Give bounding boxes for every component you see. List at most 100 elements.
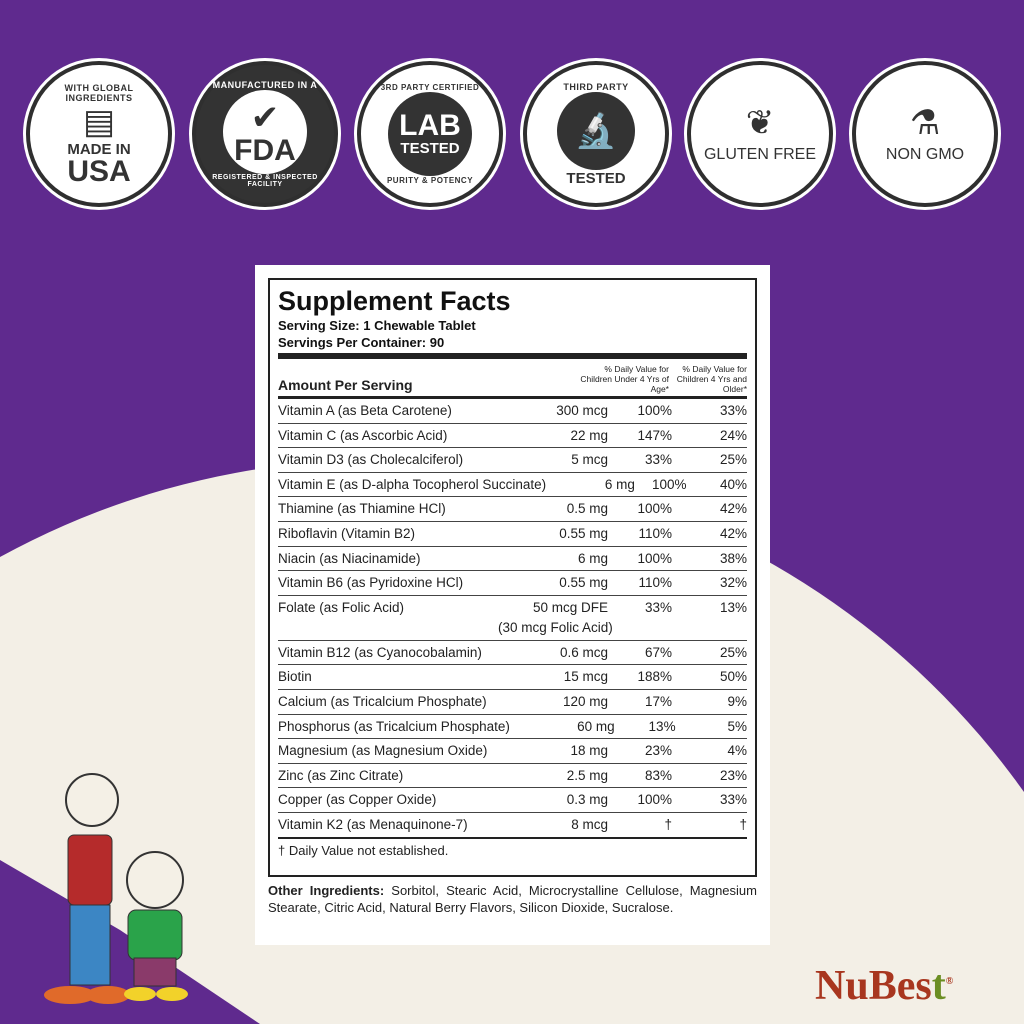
amount-text: 15 mcg xyxy=(563,669,608,685)
dv-4plus: 50% xyxy=(719,669,747,685)
nutrient-row: Thiamine (as Thiamine HCl) 0.5 mg 100% 42% xyxy=(278,497,747,522)
amount-header: Amount Per Serving xyxy=(278,377,413,393)
dv-4plus: 33% xyxy=(719,792,747,808)
nutrient-row: Riboflavin (Vitamin B2) 0.55 mg 110% 42% xyxy=(278,522,747,547)
servings-per-container: Servings Per Container: 90 xyxy=(278,335,445,350)
nutrient-name: Vitamin B12 (as Cyanocobalamin) xyxy=(278,644,482,660)
nutrient-name: Riboflavin (Vitamin B2) xyxy=(278,525,416,541)
nutrient-name: Folate (as Folic Acid) xyxy=(278,599,405,615)
badge-non-gmo: ⚗ NON GMO xyxy=(852,61,998,207)
dv-4plus: 23% xyxy=(719,767,747,783)
nutrient-row: Magnesium (as Magnesium Oxide) 18 mg 23% 4% xyxy=(278,739,747,764)
nutrient-name: Vitamin C (as Ascorbic Acid) xyxy=(278,427,448,443)
amount-text: 5 mcg xyxy=(571,452,608,468)
dv-4plus: † xyxy=(739,816,747,832)
amount-text: (30 mcg Folic Acid) xyxy=(498,619,613,635)
nutrient-amount: 0.55 mg xyxy=(498,522,608,546)
dv-under4: 110% xyxy=(638,525,672,541)
supplement-facts-box: Supplement Facts Serving Size: 1 Chewabl… xyxy=(268,278,757,877)
dv-4plus: 40% xyxy=(719,476,747,492)
dv-4plus: 24% xyxy=(719,427,747,443)
facts-rows: Vitamin A (as Beta Carotene) 300 mcg 100% 3… xyxy=(278,399,747,838)
nutrient-name: Thiamine (as Thiamine HCl) xyxy=(278,501,446,517)
nutrient-row: Biotin 15 mcg 188% 50% xyxy=(278,665,747,690)
nutrient-amount: 8 mcg xyxy=(498,813,608,837)
nutrient-row: Vitamin B12 (as Cyanocobalamin) 0.6 mcg 67… xyxy=(278,641,747,666)
nutrient-row: Phosphorus (as Tricalcium Phosphate) 60 m… xyxy=(278,715,747,740)
badge-text: GLUTEN FREE xyxy=(703,146,816,163)
dv-4plus: 32% xyxy=(719,575,747,591)
nutrient-name: Phosphorus (as Tricalcium Phosphate) xyxy=(278,718,510,734)
cartoon-kids-illustration xyxy=(44,773,188,1004)
badge-arc-text: MANUFACTURED IN A xyxy=(212,80,318,90)
wheat-icon: ❦ xyxy=(745,104,775,142)
dv-under4: 100% xyxy=(637,403,672,418)
amount-text: 60 mg xyxy=(577,718,615,734)
nutrient-name: Biotin xyxy=(278,669,312,685)
checkmark-icon: ✔ xyxy=(250,99,280,137)
facts-title: Supplement Facts xyxy=(278,286,511,316)
amount-text: 120 mg xyxy=(562,693,608,709)
dv-4plus: 5% xyxy=(727,718,747,734)
amount-text: 0.6 mcg xyxy=(559,644,608,660)
nutrient-amount: 0.55 mg xyxy=(498,571,608,595)
dv-under4: 33% xyxy=(644,452,672,468)
nutrient-row: Vitamin A (as Beta Carotene) 300 mcg 100% 3… xyxy=(278,399,747,424)
registered-mark: ® xyxy=(945,976,954,987)
amount-text: 0.55 mg xyxy=(559,525,608,541)
nutrient-name: Vitamin E (as D-alpha Tocopherol Succina… xyxy=(278,476,547,492)
dv-under4: 100% xyxy=(637,501,672,517)
badge-text: USA xyxy=(67,154,131,188)
nutrient-name: Calcium (as Tricalcium Phosphate) xyxy=(278,693,487,709)
nutrient-amount: 15 mcg xyxy=(498,665,608,689)
badge-text: NON GMO xyxy=(885,146,965,163)
nutrient-amount: 6 mg xyxy=(498,547,608,571)
serving-size: Serving Size: 1 Chewable Tablet xyxy=(278,318,476,333)
dv-under4: † xyxy=(664,816,672,832)
nutrient-row: Copper (as Copper Oxide) 0.3 mg 100% 33% xyxy=(278,788,747,813)
badge-gluten-free: ❦ GLUTEN FREE xyxy=(687,61,833,207)
logo-text: Nu xyxy=(815,963,869,1009)
badge-text: LAB xyxy=(399,108,461,142)
nutrient-amount: 5 mcg xyxy=(498,448,608,472)
dv-4plus: 9% xyxy=(727,693,747,709)
supplement-facts-panel: Supplement Facts Serving Size: 1 Chewabl… xyxy=(255,265,770,945)
dv-under4: 110% xyxy=(638,575,672,591)
dv-under4: 67% xyxy=(644,644,672,660)
dv-4plus: 25% xyxy=(719,644,747,660)
nutrient-row: Vitamin D3 (as Cholecalciferol) 5 mcg 33% 2… xyxy=(278,448,747,473)
badge-arc-text: REGISTERED & INSPECTED FACILITY xyxy=(212,174,318,188)
logo-leaf-letter: t xyxy=(931,963,946,1009)
badge-third-party-tested: THIRD PARTY 🔬 TESTED xyxy=(523,61,669,207)
nutrient-amount: 50 mcg DFE (30 mcg Folic Acid) xyxy=(498,598,613,638)
amount-text: 8 mcg xyxy=(571,816,608,832)
nutrient-name: Magnesium (as Magnesium Oxide) xyxy=(278,743,488,759)
nutrient-name: Vitamin B6 (as Pyridoxine HCl) xyxy=(278,575,464,591)
amount-text: 22 mg xyxy=(570,427,608,443)
nutrient-row: Calcium (as Tricalcium Phosphate) 120 mg 1… xyxy=(278,690,747,715)
amount-text: 0.55 mg xyxy=(559,575,608,591)
badge-arc-text: PURITY & POTENCY xyxy=(386,176,474,185)
dv-under4: 17% xyxy=(644,693,672,709)
dv-under4: 23% xyxy=(644,743,672,759)
nutrient-row: Vitamin B6 (as Pyridoxine HCl) 0.55 mg 110… xyxy=(278,571,747,596)
amount-text: 18 mg xyxy=(570,743,608,759)
nutrient-name: Zinc (as Zinc Citrate) xyxy=(278,767,404,783)
dv-4plus: 4% xyxy=(727,743,747,759)
dv-4plus: 38% xyxy=(719,550,747,566)
nutrient-row: Zinc (as Zinc Citrate) 2.5 mg 83% 23% xyxy=(278,764,747,789)
flask-icon: ⚗ xyxy=(909,104,941,142)
dv-under4-header: % Daily Value for Children Under 4 Yrs o… xyxy=(580,364,669,394)
other-ingredients-text: Sorbitol, Stearic Acid, Microcrystalline… xyxy=(268,883,757,915)
badge-fda: MANUFACTURED IN A ✔ FDA REGISTERED & INS… xyxy=(192,61,338,207)
dv-under4: 100% xyxy=(637,792,672,808)
nutrient-row: Niacin (as Niacinamide) 6 mg 100% 38% xyxy=(278,547,747,572)
dv-under4: 147% xyxy=(637,427,672,443)
dv-under4: 13% xyxy=(648,718,676,734)
badge-arc-text: WITH GLOBAL INGREDIENTS xyxy=(64,82,134,103)
nutrient-amount: 6 mg xyxy=(546,473,635,497)
dv-4plus: 13% xyxy=(719,599,747,615)
nutrient-amount: 0.3 mg xyxy=(498,788,608,812)
badge-text: TESTED xyxy=(400,139,460,157)
badge-lab-tested: 3RD PARTY CERTIFIED LAB TESTED PURITY & … xyxy=(357,61,503,207)
